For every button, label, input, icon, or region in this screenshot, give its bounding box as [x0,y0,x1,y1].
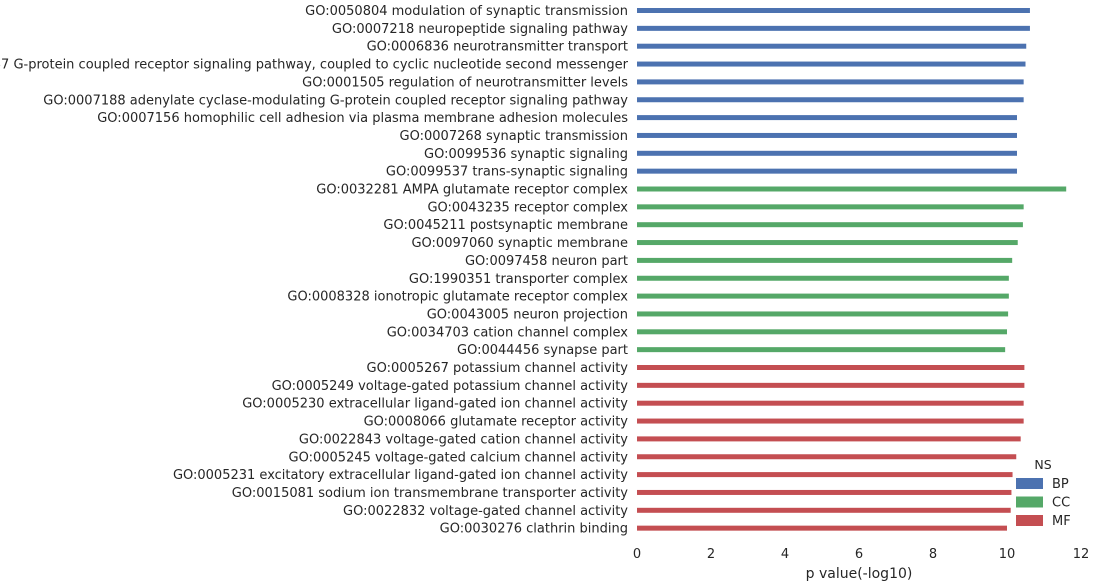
x-tick-label: 2 [707,547,715,562]
category-label: GO:0001505 regulation of neurotransmitte… [302,75,628,90]
bar-mf-29 [637,507,1011,513]
bar-cc-19 [637,329,1007,335]
category-label: GO:0022832 voltage-gated channel activit… [343,504,628,519]
x-tick-label: 12 [1073,547,1090,562]
bar-bp-8 [637,132,1017,138]
x-tick-label: 8 [929,547,937,562]
legend-swatch-cc [1016,496,1043,508]
bar-mf-23 [637,400,1024,406]
category-label: GO:0008066 glutamate receptor activity [364,415,629,430]
category-label: GO:0050804 modulation of synaptic transm… [305,4,628,19]
bar-mf-21 [637,365,1025,370]
category-label: GO:0005249 voltage-gated potassium chann… [272,379,629,394]
bar-cc-12 [637,204,1024,210]
legend-swatch-mf [1016,515,1043,526]
legend-label-cc: CC [1052,496,1070,511]
bar-cc-17 [637,293,1009,299]
legend-label-bp: BP [1052,477,1069,492]
bar-mf-30 [637,525,1007,531]
category-label: GO:0007218 neuropeptide signaling pathwa… [332,22,628,37]
bar-mf-25 [637,436,1021,442]
category-label: GO:0005267 potassium channel activity [367,361,629,376]
x-tick-label: 4 [781,547,789,562]
category-label: GO:1990351 transporter complex [409,272,628,287]
bar-cc-13 [637,222,1023,228]
category-label: GO:0005231 excitatory extracellular liga… [173,468,628,483]
category-label: GO:0043005 neuron projection [427,307,628,322]
x-tick-label: 10 [999,547,1016,562]
category-label: GO:0044456 synapse part [457,343,628,358]
category-label: GO:0097458 neuron part [465,254,628,269]
x-axis: 0 2 4 6 8 10 12 [633,547,1089,562]
bar-cc-14 [637,240,1018,246]
category-label: GO:0008328 ionotropic glutamate receptor… [287,290,628,305]
bar-mf-27 [637,472,1013,478]
x-tick-label: 0 [633,547,641,562]
category-label: GO:0099537 trans-synaptic signaling [386,165,628,180]
category-label: GO:0022843 voltage-gated cation channel … [299,432,628,447]
bar-mf-22 [637,382,1025,388]
category-label: GO:0032281 AMPA glutamate receptor compl… [316,183,628,198]
bar-bp-3 [637,43,1027,49]
category-label: GO:0007156 homophilic cell adhesion via … [97,111,628,126]
bars-layer [637,8,1067,531]
legend: NS BP CC MF [1016,457,1071,529]
category-label: GO:0007188 adenylate cyclase-modulating … [43,93,628,108]
category-label: GO:0005245 voltage-gated calcium channel… [289,450,629,465]
legend-title: NS [1034,457,1051,472]
category-labels: GO:0050804 modulation of synaptic transm… [0,4,629,537]
bar-bp-6 [637,97,1024,103]
category-label: GO:0007187 G-protein coupled receptor si… [0,58,629,73]
category-label: GO:0099536 synaptic signaling [424,147,628,162]
bar-bp-9 [637,150,1017,156]
x-tick-label: 6 [855,547,863,562]
bar-mf-28 [637,489,1012,495]
bar-cc-11 [637,186,1067,192]
bar-cc-15 [637,257,1013,263]
bar-mf-24 [637,418,1024,424]
bar-bp-4 [637,61,1026,67]
bar-bp-1 [637,8,1030,13]
bar-bp-5 [637,79,1024,85]
bar-cc-18 [637,311,1009,317]
category-label: GO:0007268 synaptic transmission [400,129,628,144]
bar-bp-10 [637,168,1017,174]
bar-bp-7 [637,115,1017,121]
bar-cc-16 [637,275,1009,281]
category-label: GO:0006836 neurotransmitter transport [367,40,628,55]
category-label: GO:0005230 extracellular ligand-gated io… [242,397,628,412]
category-label: GO:0034703 cation channel complex [387,325,629,340]
bar-mf-26 [637,454,1017,460]
category-label: GO:0030276 clathrin binding [440,522,628,537]
category-label: GO:0015081 sodium ion transmembrane tran… [232,486,628,501]
category-label: GO:0045211 postsynaptic membrane [383,218,628,233]
x-axis-title: p value(-log10) [806,566,913,582]
category-label: GO:0043235 receptor complex [427,200,628,215]
bar-cc-20 [637,347,1006,353]
legend-swatch-bp [1016,478,1043,489]
category-label: GO:0097060 synaptic membrane [411,236,628,251]
legend-label-mf: MF [1052,514,1071,529]
bar-bp-2 [637,25,1030,31]
